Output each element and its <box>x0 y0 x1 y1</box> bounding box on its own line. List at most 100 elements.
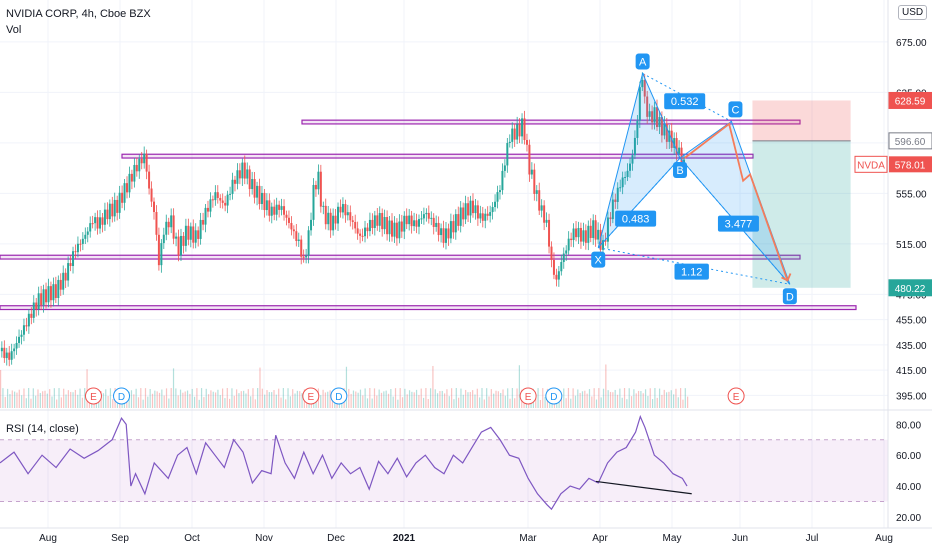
candle-body <box>5 352 8 359</box>
candle-body <box>616 187 619 202</box>
candle-body <box>474 205 477 214</box>
volume-bar <box>32 388 34 408</box>
volume-bar <box>231 388 233 408</box>
volume-bar <box>268 392 270 408</box>
marker-label: E <box>307 392 314 403</box>
volume-bar <box>9 394 11 408</box>
volume-bar <box>11 390 13 408</box>
candle-body <box>606 217 609 242</box>
harmonic-pattern[interactable]: X A B C D 0.532 0.483 3.477 1.12 <box>591 53 797 305</box>
volume-bar <box>196 388 198 408</box>
volume-bar <box>425 388 427 408</box>
volume-bar <box>84 388 86 408</box>
candle-body <box>518 124 521 137</box>
candle-body <box>513 128 516 140</box>
volume-bar <box>663 389 665 408</box>
volume-bar <box>567 388 570 408</box>
candle-body <box>3 347 6 359</box>
marker-dividend <box>330 387 348 405</box>
candle-body <box>395 222 398 239</box>
volume-bar <box>207 394 210 408</box>
candle-body <box>0 347 3 352</box>
volume-bar <box>537 388 539 408</box>
candle-body <box>206 207 209 212</box>
candle-body <box>545 219 548 223</box>
volume-bar <box>670 390 672 408</box>
candle-body <box>145 153 148 172</box>
volume-bar <box>271 392 273 408</box>
volume-bar <box>301 393 303 408</box>
candle-body <box>638 87 641 121</box>
candle-body <box>285 214 288 218</box>
time-tick-label: Oct <box>184 533 200 544</box>
volume-bar <box>322 389 324 408</box>
candle-body <box>356 228 359 234</box>
candle-body <box>138 158 141 172</box>
candle-body <box>49 286 52 301</box>
candle-body <box>238 170 241 179</box>
candle-body <box>491 207 494 213</box>
candle-body <box>354 221 357 229</box>
volume-bar <box>509 398 511 408</box>
volume-bar <box>628 388 630 408</box>
candle-body <box>680 147 683 165</box>
candle-body <box>300 239 303 257</box>
candle-body <box>319 171 322 207</box>
candle-body <box>673 138 676 148</box>
volume-bar <box>210 390 212 408</box>
volume-bar <box>161 389 163 408</box>
candle-body <box>584 230 587 243</box>
volume-bar <box>429 388 432 408</box>
volume-bar <box>165 388 168 408</box>
candle-body <box>435 222 438 227</box>
volume-bar <box>465 389 467 408</box>
volume-bar <box>385 390 387 408</box>
candle-body <box>135 164 138 172</box>
candle-body <box>241 162 244 179</box>
volume-bar <box>623 388 626 408</box>
volume-bar <box>289 396 291 408</box>
volume-bar <box>184 391 186 408</box>
candle-body <box>675 138 678 154</box>
volume-bar <box>633 389 635 408</box>
candle-body <box>459 207 462 226</box>
candle-body <box>364 227 367 237</box>
candle-body <box>643 79 646 97</box>
volume-bar <box>112 399 114 408</box>
pattern-point-B <box>673 162 688 179</box>
volume-bar <box>189 393 191 408</box>
volume-bar <box>137 397 140 408</box>
price-badge-entry <box>888 132 932 150</box>
short-position-tool[interactable] <box>752 100 851 288</box>
candle-body <box>405 215 408 225</box>
candle-body <box>530 169 533 175</box>
volume-bar <box>598 388 600 408</box>
candle-body <box>106 209 109 220</box>
volume-bar <box>486 388 488 408</box>
volume-bar <box>109 388 112 408</box>
volume-bar <box>63 388 65 408</box>
candle-body <box>332 215 335 231</box>
candle-body <box>130 173 133 182</box>
volume-bar <box>640 391 642 408</box>
candle-body <box>479 213 482 219</box>
candle-body <box>8 352 11 360</box>
volume-bar <box>422 397 425 408</box>
candle-body <box>337 206 340 224</box>
currency-button[interactable]: USD <box>898 5 928 20</box>
volume-bar <box>673 394 675 408</box>
volume-bar <box>504 395 506 408</box>
volume-bar <box>273 390 275 408</box>
candle-body <box>344 204 347 216</box>
time-tick-label: Jul <box>806 533 819 544</box>
candle-body <box>464 203 467 220</box>
rsi-tick-label: 80.00 <box>896 420 921 431</box>
volume-bar <box>2 388 4 408</box>
candle-body <box>381 212 384 230</box>
candle-body <box>351 220 354 222</box>
candle-body <box>597 229 600 240</box>
support-resistance-levels[interactable] <box>0 119 857 311</box>
volume-bar <box>355 391 357 408</box>
